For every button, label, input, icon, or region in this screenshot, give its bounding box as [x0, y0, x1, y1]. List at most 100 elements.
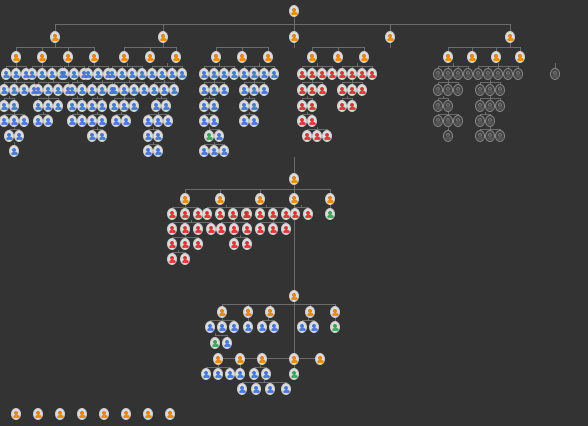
Ellipse shape: [282, 224, 290, 235]
Circle shape: [151, 72, 153, 75]
Circle shape: [172, 88, 176, 91]
Ellipse shape: [219, 85, 229, 96]
Circle shape: [232, 212, 235, 215]
Ellipse shape: [302, 131, 312, 142]
Circle shape: [446, 72, 450, 75]
Ellipse shape: [5, 131, 14, 142]
Ellipse shape: [289, 354, 299, 365]
Ellipse shape: [486, 131, 495, 142]
Ellipse shape: [215, 131, 223, 142]
Ellipse shape: [308, 85, 316, 96]
Circle shape: [479, 88, 482, 91]
Circle shape: [350, 72, 353, 75]
Circle shape: [265, 371, 268, 374]
Ellipse shape: [256, 224, 265, 235]
Ellipse shape: [0, 85, 8, 96]
Circle shape: [156, 119, 159, 122]
Circle shape: [51, 72, 54, 75]
Circle shape: [516, 72, 520, 75]
Circle shape: [220, 325, 223, 328]
Ellipse shape: [44, 85, 52, 96]
Ellipse shape: [209, 69, 219, 81]
Ellipse shape: [309, 322, 319, 333]
Ellipse shape: [358, 85, 366, 96]
Circle shape: [285, 386, 288, 389]
Circle shape: [319, 357, 322, 360]
Ellipse shape: [282, 383, 290, 394]
Circle shape: [499, 104, 502, 107]
Ellipse shape: [143, 146, 152, 157]
Circle shape: [36, 412, 39, 414]
Circle shape: [242, 119, 246, 122]
Circle shape: [509, 35, 512, 38]
Circle shape: [260, 357, 263, 360]
Circle shape: [232, 242, 236, 245]
Ellipse shape: [263, 52, 272, 63]
Circle shape: [219, 227, 222, 230]
Ellipse shape: [433, 85, 443, 96]
Circle shape: [183, 242, 186, 245]
Ellipse shape: [303, 209, 312, 220]
Ellipse shape: [289, 174, 299, 185]
Circle shape: [202, 72, 206, 75]
Circle shape: [15, 412, 18, 414]
Circle shape: [46, 104, 49, 107]
Circle shape: [215, 55, 218, 58]
Ellipse shape: [338, 69, 346, 81]
Ellipse shape: [259, 69, 269, 81]
Circle shape: [125, 119, 128, 122]
Circle shape: [222, 72, 226, 75]
Circle shape: [54, 35, 56, 38]
Ellipse shape: [199, 146, 209, 157]
Ellipse shape: [143, 409, 152, 420]
Ellipse shape: [312, 131, 322, 142]
Ellipse shape: [328, 69, 336, 81]
Circle shape: [212, 72, 216, 75]
Circle shape: [309, 310, 312, 313]
Circle shape: [171, 72, 173, 75]
Ellipse shape: [129, 101, 139, 112]
Circle shape: [12, 88, 15, 91]
Circle shape: [292, 371, 296, 374]
Ellipse shape: [38, 52, 46, 63]
Circle shape: [326, 134, 329, 137]
Ellipse shape: [322, 131, 332, 142]
Circle shape: [196, 227, 199, 230]
Ellipse shape: [34, 85, 42, 96]
Circle shape: [220, 310, 223, 313]
Ellipse shape: [168, 254, 176, 265]
Circle shape: [112, 88, 115, 91]
Ellipse shape: [443, 101, 453, 112]
Ellipse shape: [506, 32, 514, 43]
Circle shape: [209, 227, 212, 230]
Circle shape: [101, 88, 103, 91]
Ellipse shape: [330, 322, 339, 333]
Circle shape: [36, 88, 39, 91]
Ellipse shape: [68, 101, 76, 112]
Circle shape: [112, 104, 115, 107]
Circle shape: [329, 212, 332, 215]
Circle shape: [292, 294, 296, 297]
Ellipse shape: [15, 131, 24, 142]
Circle shape: [101, 104, 103, 107]
Circle shape: [46, 88, 49, 91]
Ellipse shape: [218, 307, 226, 318]
Circle shape: [389, 35, 392, 38]
Circle shape: [222, 149, 226, 152]
Ellipse shape: [211, 338, 219, 349]
Circle shape: [115, 119, 118, 122]
Circle shape: [168, 412, 172, 414]
Ellipse shape: [249, 101, 259, 112]
Ellipse shape: [118, 69, 126, 81]
Circle shape: [293, 212, 296, 215]
Circle shape: [81, 104, 83, 107]
Circle shape: [12, 149, 15, 152]
Ellipse shape: [249, 69, 259, 81]
Circle shape: [219, 197, 222, 200]
Ellipse shape: [9, 85, 18, 96]
Circle shape: [506, 72, 510, 75]
Ellipse shape: [443, 131, 453, 142]
Circle shape: [216, 357, 219, 360]
Circle shape: [333, 310, 336, 313]
Ellipse shape: [209, 116, 219, 127]
